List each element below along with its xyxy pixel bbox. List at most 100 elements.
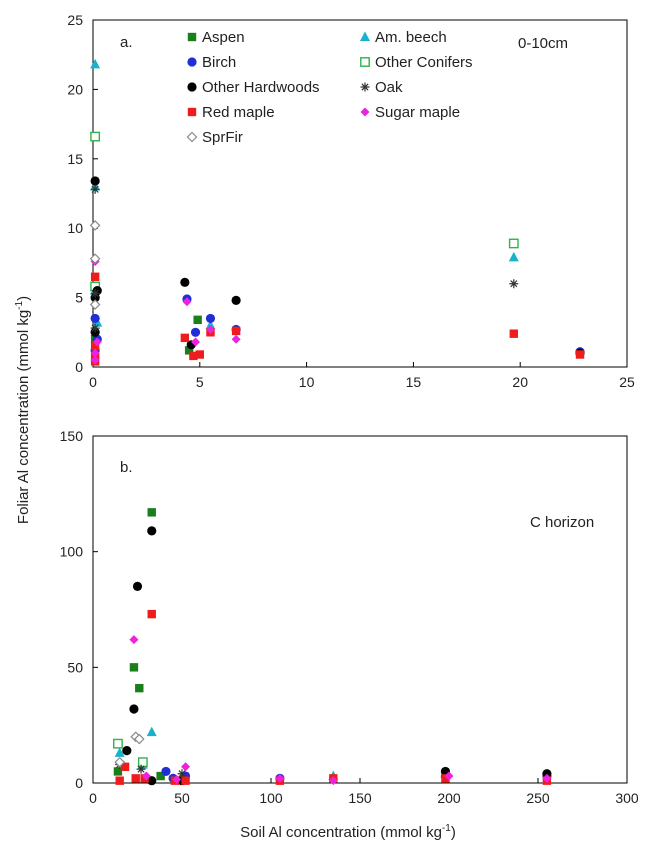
point-oak <box>90 323 100 333</box>
legend-marker-other-conifers <box>360 57 370 67</box>
point-sugar-maple <box>129 635 139 645</box>
point-sugar-maple <box>182 297 192 307</box>
legend-marker-birch <box>187 57 197 67</box>
panel-b: 0 50 100 150 200 250 300 0 50 100 150 b. C horizon <box>60 428 639 806</box>
legend-item-sugar-maple: Sugar maple <box>360 104 460 121</box>
point-red-maple <box>575 350 585 359</box>
point-aspen <box>147 508 156 517</box>
panel-b-annotation: C horizon <box>530 514 594 531</box>
x-tick-label: 0 <box>89 374 97 390</box>
point-aspen <box>113 767 123 776</box>
legend-item-other-hardwoods: Other Hardwoods <box>187 79 320 96</box>
legend-item-oak: Oak <box>360 79 403 96</box>
point-oak <box>90 288 100 298</box>
point-aspen <box>184 346 194 355</box>
point-other-hardwoods <box>90 176 100 186</box>
point-other-hardwoods <box>132 581 143 591</box>
legend-item-sprfir: SprFir <box>186 129 243 146</box>
panel-b-points <box>113 508 552 786</box>
point-sprfir <box>114 756 126 768</box>
x-tick-label: 100 <box>259 790 283 806</box>
y-tick-label: 20 <box>67 81 83 97</box>
point-am-beech <box>114 747 125 757</box>
point-sprfir <box>89 253 101 265</box>
point-red-maple <box>180 333 190 343</box>
legend: Aspen Am. beech Birch Other Conifers Other H… <box>186 29 473 146</box>
y-tick-label: 0 <box>75 359 83 375</box>
point-sugar-maple <box>92 337 102 347</box>
point-red-maple <box>189 351 198 361</box>
point-sprfir <box>133 733 145 745</box>
legend-item-aspen: Aspen <box>187 29 245 46</box>
y-axis-title-sup: -1 <box>14 300 25 309</box>
x-axis-title-sup: -1 <box>442 823 451 834</box>
legend-marker-red-maple <box>187 107 197 117</box>
y-tick-label: 50 <box>67 659 83 675</box>
point-other-hardwoods <box>147 526 157 536</box>
point-sprfir <box>89 220 101 231</box>
point-sugar-maple <box>328 776 338 786</box>
legend-marker-sugar-maple <box>360 107 370 117</box>
panel-a-annotation: 0-10cm <box>518 35 568 52</box>
x-tick-label: 300 <box>615 790 639 806</box>
y-axis-title: Foliar Al concentration (mmol kg-1) <box>14 296 32 524</box>
point-other-hardwoods <box>231 295 241 305</box>
point-other-hardwoods <box>122 746 132 756</box>
point-other-conifers <box>137 757 148 768</box>
legend-marker-aspen <box>187 32 197 42</box>
point-oak <box>509 279 519 289</box>
x-tick-label: 150 <box>348 790 372 806</box>
legend-marker-oak <box>360 82 370 92</box>
legend-label: Other Hardwoods <box>202 79 320 96</box>
point-aspen <box>156 771 165 781</box>
point-red-maple <box>231 326 241 336</box>
point-birch <box>161 766 171 777</box>
point-red-maple <box>509 329 518 338</box>
point-other-hardwoods <box>129 704 139 714</box>
x-tick-label: 0 <box>89 790 97 806</box>
point-sugar-maple <box>275 773 285 783</box>
panel-a-label: a. <box>120 34 133 51</box>
point-sugar-maple <box>141 771 151 781</box>
point-red-maple <box>90 272 100 281</box>
point-sugar-maple <box>90 355 100 365</box>
x-tick-label: 200 <box>437 790 461 806</box>
point-other-hardwoods <box>542 769 552 779</box>
point-sugar-maple <box>542 773 552 783</box>
legend-item-am-beech: Am. beech <box>360 29 447 46</box>
point-am-beech <box>90 58 101 69</box>
point-birch <box>205 313 216 324</box>
legend-label: Oak <box>375 79 403 96</box>
legend-item-red-maple: Red maple <box>187 104 275 121</box>
legend-label: Red maple <box>202 104 275 121</box>
panel-b-label: b. <box>120 459 133 476</box>
point-red-maple <box>441 774 450 783</box>
legend-marker-sprfir <box>186 131 198 143</box>
legend-label: Am. beech <box>375 29 447 46</box>
point-other-conifers <box>90 131 101 142</box>
y-tick-label: 5 <box>75 290 83 306</box>
point-oak <box>136 764 146 774</box>
point-sugar-maple <box>181 762 191 772</box>
x-tick-label: 10 <box>299 374 315 390</box>
legend-label: Sugar maple <box>375 104 460 121</box>
legend-label: Aspen <box>202 29 245 46</box>
x-axis-title: Soil Al concentration (mmol kg-1) <box>240 823 456 841</box>
legend-label: SprFir <box>202 129 243 146</box>
point-red-maple <box>115 776 124 785</box>
point-red-maple <box>131 774 140 783</box>
y-tick-label: 15 <box>67 151 83 167</box>
point-other-conifers <box>508 238 519 249</box>
legend-marker-other-hardwoods <box>187 82 197 92</box>
panel-b-ticks: 0 50 100 150 200 250 300 0 50 100 150 <box>60 428 639 806</box>
legend-item-birch: Birch <box>187 54 236 71</box>
point-sugar-maple <box>172 775 182 785</box>
legend-item-other-conifers: Other Conifers <box>360 54 473 71</box>
x-tick-label: 250 <box>526 790 550 806</box>
x-tick-label: 50 <box>174 790 190 806</box>
panel-a-plot-area <box>92 19 628 368</box>
point-sprfir <box>89 299 101 310</box>
point-aspen <box>129 663 139 672</box>
legend-marker-am-beech <box>360 31 370 41</box>
